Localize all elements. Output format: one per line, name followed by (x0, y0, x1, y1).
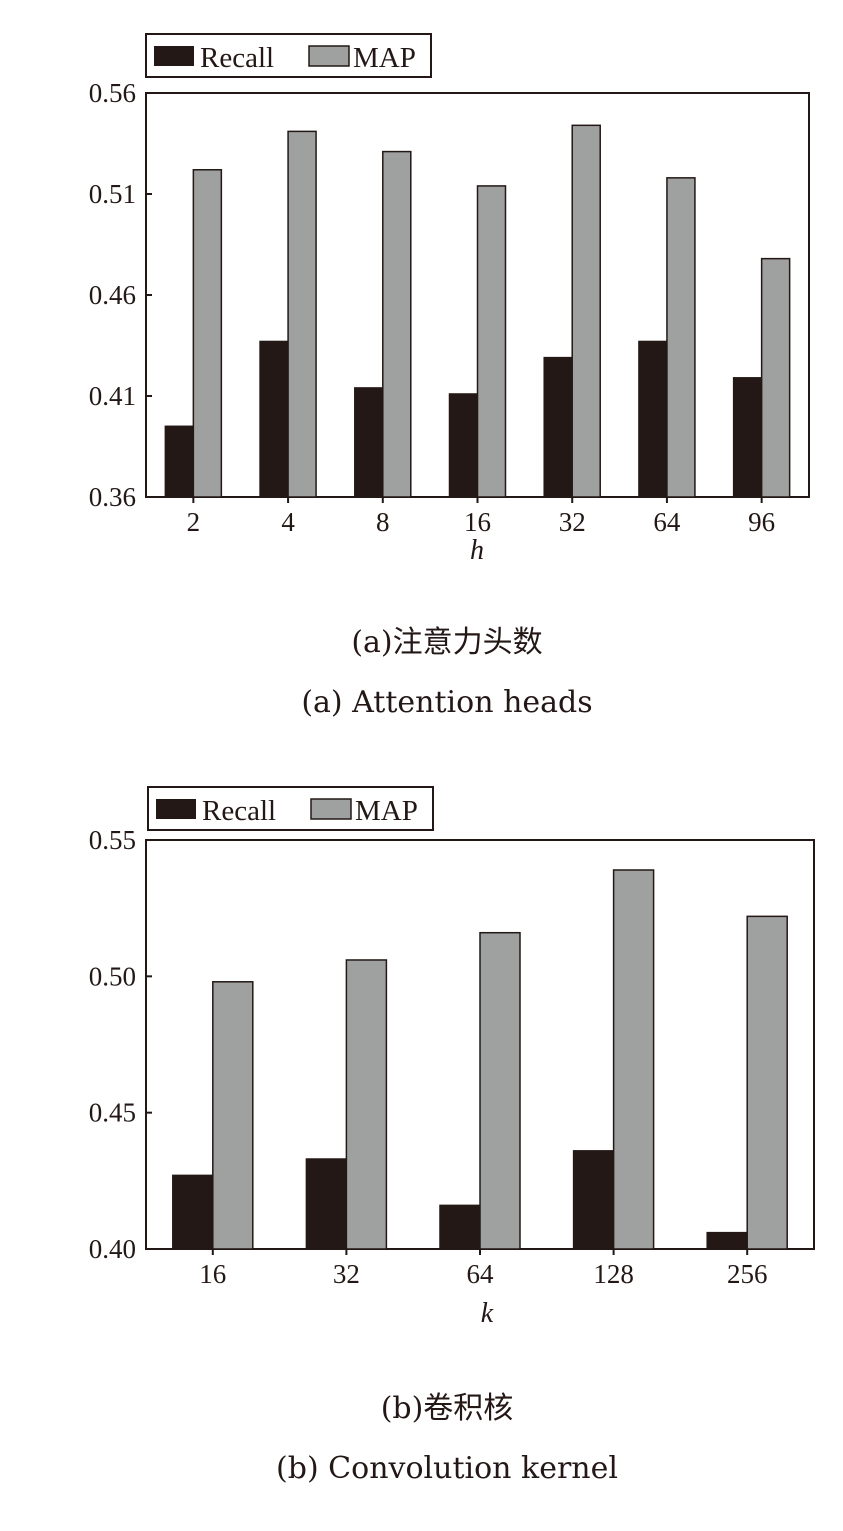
bar-recall-32 (543, 356, 573, 498)
x-axis-a: 2 4 8 16 32 64 96 (187, 497, 775, 537)
bars-a (164, 124, 791, 498)
x-axis-label-a: h (470, 535, 484, 566)
x-tick-label: 64 (653, 507, 681, 537)
chart-attention-heads: Recall MAP 0.36 0.41 0.46 0.51 0.56 2 4 8 16 32 6… (89, 33, 810, 720)
legend-b-recall-label: Recall (202, 795, 276, 827)
bar-map-4 (287, 130, 317, 498)
bar-recall-256 (706, 1231, 748, 1250)
bar-recall-64 (439, 1204, 481, 1250)
legend-b-map-label: MAP (355, 795, 418, 827)
legend-b-recall-swatch (156, 799, 196, 819)
y-axis-a: 0.36 0.41 0.46 0.51 0.56 (89, 78, 152, 512)
caption-a-cn: (a)注意力头数 (351, 625, 542, 660)
bar-recall-128 (572, 1150, 615, 1250)
x-tick-label: 16 (464, 507, 491, 537)
x-tick-label: 8 (376, 507, 390, 537)
bar-map-2 (192, 169, 223, 498)
bars-b (172, 869, 788, 1250)
x-tick-label: 96 (748, 507, 775, 537)
y-tick-label: 0.46 (89, 280, 136, 310)
y-tick-label: 0.36 (89, 482, 136, 512)
y-tick-label: 0.41 (89, 381, 136, 411)
bar-map-16 (476, 185, 507, 498)
bar-recall-32 (305, 1158, 348, 1250)
legend-a-recall-swatch (154, 46, 194, 66)
bar-map-32 (571, 124, 601, 498)
x-axis-b: 16 32 64 128 256 (199, 1249, 767, 1289)
y-tick-label: 0.50 (89, 961, 136, 991)
x-tick-label: 128 (593, 1259, 634, 1289)
x-tick-label: 32 (559, 507, 586, 537)
y-tick-label: 0.51 (89, 179, 136, 209)
bar-map-256 (746, 915, 788, 1250)
legend-b-map-swatch (310, 798, 352, 820)
x-axis-label-b: k (481, 1298, 494, 1329)
bar-recall-16 (172, 1174, 214, 1250)
chart-convolution-kernel: Recall MAP 0.40 0.45 0.50 0.55 16 32 64 128 256… (89, 786, 815, 1486)
legend-a-recall-label: Recall (200, 42, 274, 74)
y-tick-label: 0.40 (89, 1234, 136, 1264)
x-tick-label: 2 (187, 507, 201, 537)
legend-a-map-swatch (308, 45, 350, 67)
y-tick-label: 0.55 (89, 825, 136, 855)
legend-a: Recall MAP (145, 33, 432, 78)
y-axis-b: 0.40 0.45 0.50 0.55 (89, 825, 152, 1264)
bar-map-32 (345, 959, 388, 1250)
bar-map-64 (666, 177, 696, 498)
bar-map-8 (382, 150, 412, 498)
y-tick-label: 0.56 (89, 78, 136, 108)
bar-recall-8 (354, 387, 384, 498)
bar-map-96 (760, 257, 791, 498)
x-tick-label: 64 (467, 1259, 495, 1289)
x-tick-label: 32 (333, 1259, 360, 1289)
bar-map-16 (212, 981, 254, 1250)
bar-map-64 (479, 931, 521, 1250)
caption-a-en: (a) Attention heads (301, 685, 592, 720)
legend-b: Recall MAP (147, 786, 434, 831)
caption-b-cn: (b)卷积核 (381, 1391, 514, 1426)
bar-recall-16 (448, 393, 479, 498)
bar-recall-2 (164, 425, 195, 498)
y-tick-label: 0.45 (89, 1098, 136, 1128)
caption-b-en: (b) Convolution kernel (276, 1451, 618, 1486)
legend-a-map-label: MAP (353, 42, 416, 74)
bar-recall-4 (259, 340, 289, 498)
x-tick-label: 256 (727, 1259, 768, 1289)
x-tick-label: 4 (281, 507, 295, 537)
bar-recall-96 (732, 377, 763, 498)
bar-recall-64 (638, 340, 668, 498)
x-tick-label: 16 (199, 1259, 226, 1289)
bar-map-128 (612, 869, 655, 1250)
